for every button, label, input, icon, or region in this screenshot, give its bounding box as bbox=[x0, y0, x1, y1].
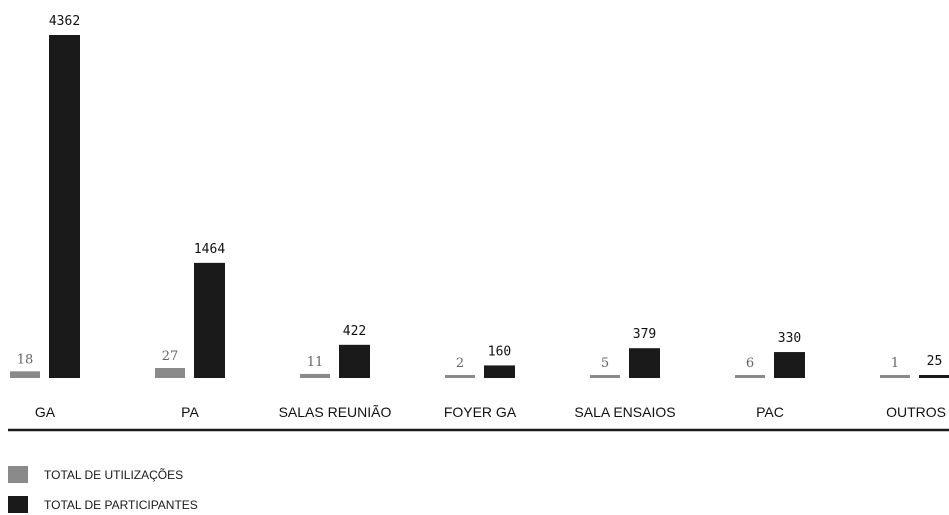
label-participantes-salas-reuniao: 422 bbox=[343, 324, 366, 339]
bar-utilizacoes-pa bbox=[155, 368, 185, 378]
bar-utilizacoes-pac bbox=[735, 375, 765, 378]
bar-participantes-foyer-ga bbox=[484, 365, 515, 378]
label-utilizacoes-foyer-ga: 2 bbox=[456, 356, 464, 371]
category-label-salas-reuniao: SALAS REUNIÃO bbox=[279, 404, 392, 420]
legend-label-participantes: TOTAL DE PARTICIPANTES bbox=[44, 497, 198, 512]
legend-item-participantes: TOTAL DE PARTICIPANTES bbox=[8, 496, 198, 513]
label-participantes-pa: 1464 bbox=[194, 242, 225, 257]
category-labels: GA PA SALAS REUNIÃO FOYER GA SALA ENSAIOS PAC… bbox=[35, 404, 946, 420]
label-participantes-ga: 4362 bbox=[49, 14, 80, 29]
label-utilizacoes-salas-reuniao: 11 bbox=[307, 355, 324, 370]
category-label-pa: PA bbox=[181, 404, 199, 420]
bar-participantes-pac bbox=[774, 352, 805, 378]
bars-group: 18 4362 27 1464 11 422 2 160 5 379 6 330 1 25 bbox=[10, 14, 949, 378]
label-utilizacoes-pa: 27 bbox=[162, 349, 179, 364]
label-participantes-sala-ensaios: 379 bbox=[633, 327, 656, 342]
bar-participantes-ga bbox=[49, 35, 80, 378]
legend-swatch-participantes bbox=[8, 496, 28, 513]
category-label-pac: PAC bbox=[756, 404, 784, 420]
bar-participantes-outros bbox=[919, 375, 949, 378]
bar-utilizacoes-foyer-ga bbox=[445, 375, 475, 378]
label-participantes-outros: 25 bbox=[927, 354, 943, 369]
bar-utilizacoes-salas-reuniao bbox=[300, 373, 330, 378]
legend-item-utilizacoes: TOTAL DE UTILIZAÇÕES bbox=[8, 466, 183, 483]
bar-utilizacoes-sala-ensaios bbox=[590, 375, 620, 378]
legend-label-utilizacoes: TOTAL DE UTILIZAÇÕES bbox=[44, 467, 184, 482]
bar-participantes-sala-ensaios bbox=[629, 348, 660, 378]
category-label-ga: GA bbox=[35, 404, 56, 420]
label-utilizacoes-pac: 6 bbox=[746, 356, 754, 371]
category-label-sala-ensaios: SALA ENSAIOS bbox=[574, 404, 675, 420]
bar-participantes-pa bbox=[194, 262, 225, 378]
category-label-foyer-ga: FOYER GA bbox=[444, 404, 517, 420]
label-utilizacoes-ga: 18 bbox=[17, 352, 34, 367]
legend-swatch-utilizacoes bbox=[8, 466, 28, 483]
bar-participantes-salas-reuniao bbox=[339, 344, 370, 378]
bar-utilizacoes-outros bbox=[880, 375, 910, 378]
category-label-outros: OUTROS bbox=[886, 404, 946, 420]
bar-utilizacoes-ga bbox=[10, 371, 40, 378]
label-utilizacoes-sala-ensaios: 5 bbox=[601, 356, 609, 371]
label-participantes-foyer-ga: 160 bbox=[488, 344, 511, 359]
label-utilizacoes-outros: 1 bbox=[891, 356, 899, 371]
label-participantes-pac: 330 bbox=[778, 331, 801, 346]
